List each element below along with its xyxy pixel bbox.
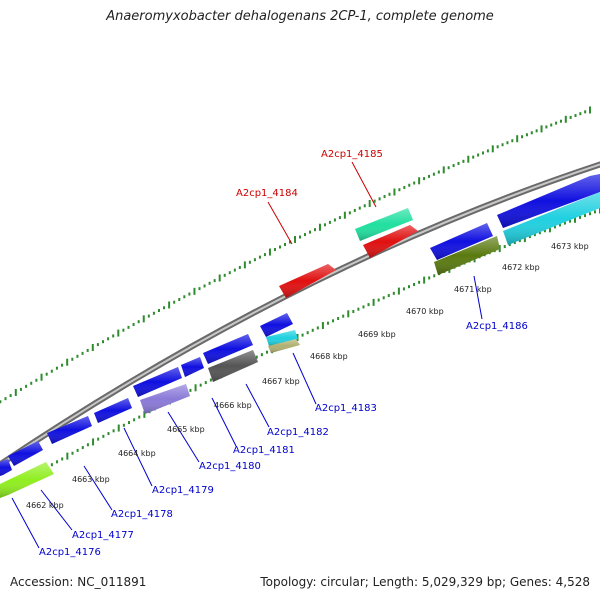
cds-4179-shade bbox=[94, 398, 132, 423]
cog-4180-shade bbox=[140, 384, 190, 414]
accession-text: Accession: NC_011891 bbox=[10, 575, 147, 589]
leader-line bbox=[83, 465, 113, 511]
leader-line bbox=[167, 411, 200, 463]
axis-label: 4667 kbp bbox=[262, 377, 300, 386]
leader-line bbox=[123, 427, 153, 487]
axis-label: 4665 kbp bbox=[167, 425, 205, 434]
cds-4187-shade bbox=[497, 174, 600, 228]
leader-line bbox=[40, 489, 73, 531]
cds-4183-shade bbox=[260, 313, 293, 337]
gene-label[interactable]: A2cp1_4182 bbox=[267, 427, 329, 438]
gene-label[interactable]: A2cp1_4185 bbox=[321, 149, 383, 160]
cds-4184-shade bbox=[279, 264, 336, 298]
gene-label[interactable]: A2cp1_4177 bbox=[72, 530, 134, 541]
axis-label: 4673 kbp bbox=[551, 242, 589, 251]
gene-label[interactable]: A2cp1_4184 bbox=[236, 188, 298, 199]
axis-label: 4662 kbp bbox=[26, 501, 64, 510]
axis-label: 4672 kbp bbox=[502, 263, 540, 272]
leader-line bbox=[292, 352, 317, 405]
leader-line bbox=[267, 201, 293, 245]
gene-label[interactable]: A2cp1_4186 bbox=[466, 321, 528, 332]
cds-4180-shade bbox=[133, 367, 182, 397]
map-title: Anaeromyxobacter dehalogenans 2CP-1, com… bbox=[106, 9, 494, 24]
leader-line bbox=[11, 497, 40, 549]
tick-marks bbox=[0, 106, 600, 496]
cds-4186-shade bbox=[430, 223, 493, 260]
cog-4185-shade bbox=[355, 208, 413, 241]
cds-4176-shade bbox=[0, 459, 12, 476]
gene-label[interactable]: A2cp1_4179 bbox=[152, 485, 214, 496]
gene-labels[interactable]: A2cp1_4185 A2cp1_4184 A2cp1_4186 A2cp1_4183… bbox=[39, 149, 528, 558]
axis-label: 4668 kbp bbox=[310, 352, 348, 361]
gene-label[interactable]: A2cp1_4183 bbox=[315, 403, 377, 414]
cog-4187-shade bbox=[503, 192, 600, 245]
label-leaders bbox=[11, 161, 483, 549]
cds-4185-shade bbox=[363, 225, 418, 258]
cds-4182-shade bbox=[203, 334, 253, 364]
leader-line bbox=[211, 397, 237, 447]
axis-labels: 4662 kbp 4663 kbp 4664 kbp 4665 kbp 4666 kbp… bbox=[26, 242, 589, 510]
gene-features[interactable] bbox=[0, 174, 600, 498]
cog-4183-shade bbox=[266, 330, 298, 346]
cog-4176-shade bbox=[0, 462, 54, 498]
axis-label: 4666 kbp bbox=[214, 401, 252, 410]
axis-label: 4670 kbp bbox=[406, 307, 444, 316]
axis-label: 4664 kbp bbox=[118, 449, 156, 458]
cog-4183b-shade bbox=[268, 339, 300, 353]
leader-line bbox=[473, 275, 483, 320]
leader-line bbox=[351, 161, 377, 208]
topology-text: Topology: circular; Length: 5,029,329 bp… bbox=[260, 575, 590, 589]
gene-label[interactable]: A2cp1_4178 bbox=[111, 509, 173, 520]
cog-4182-shade bbox=[208, 350, 258, 382]
axis-label: 4669 kbp bbox=[358, 330, 396, 339]
cds-4181-shade bbox=[181, 357, 204, 377]
gene-label[interactable]: A2cp1_4181 bbox=[233, 445, 295, 456]
axis-label: 4671 kbp bbox=[454, 285, 492, 294]
leader-line bbox=[245, 383, 270, 428]
cds-4177-shade bbox=[8, 441, 43, 466]
gene-label[interactable]: A2cp1_4180 bbox=[199, 461, 261, 472]
cds-4178-shade bbox=[47, 416, 92, 444]
gene-label[interactable]: A2cp1_4176 bbox=[39, 547, 101, 558]
cog-4186-shade bbox=[434, 236, 500, 275]
axis-label: 4663 kbp bbox=[72, 475, 110, 484]
